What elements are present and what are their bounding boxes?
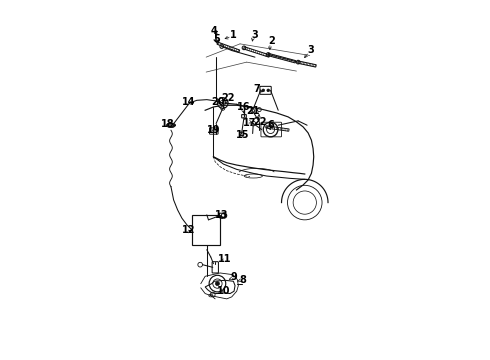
Circle shape (262, 89, 265, 92)
Text: 3: 3 (251, 30, 258, 40)
Text: 12: 12 (182, 225, 196, 235)
Circle shape (267, 89, 270, 92)
Text: 20: 20 (212, 97, 225, 107)
Text: 11: 11 (219, 254, 232, 264)
Text: 1: 1 (230, 30, 237, 40)
Text: 9: 9 (230, 272, 237, 282)
Text: 15: 15 (236, 130, 249, 140)
Text: 21: 21 (246, 106, 259, 116)
Text: 2: 2 (268, 36, 275, 46)
Text: 19: 19 (207, 125, 221, 135)
Text: 4: 4 (211, 26, 218, 36)
Text: 6: 6 (267, 120, 274, 130)
Text: 3: 3 (307, 45, 314, 55)
Text: 16: 16 (237, 102, 251, 112)
Text: 8: 8 (239, 275, 246, 285)
Text: 13: 13 (215, 210, 228, 220)
Text: 22: 22 (253, 117, 267, 127)
Circle shape (216, 282, 220, 285)
Text: 18: 18 (161, 119, 174, 129)
Text: 14: 14 (182, 97, 196, 107)
Text: 17: 17 (243, 118, 257, 128)
Text: 5: 5 (214, 33, 220, 44)
Text: 7: 7 (253, 84, 260, 94)
Text: 22: 22 (221, 93, 235, 103)
Text: 10: 10 (218, 286, 231, 296)
